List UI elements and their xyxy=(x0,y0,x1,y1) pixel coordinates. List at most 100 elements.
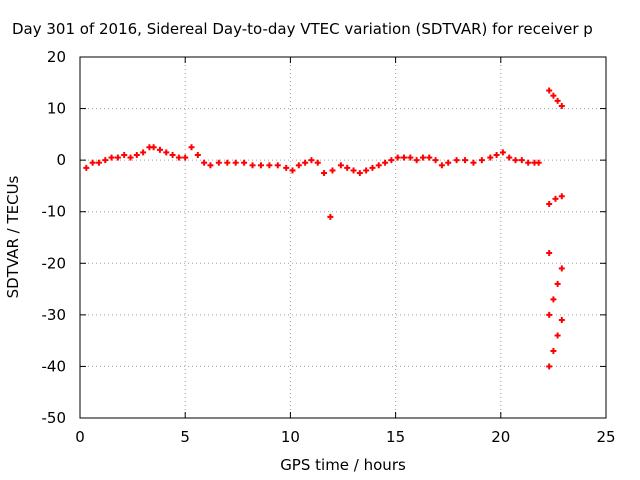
data-point xyxy=(356,170,363,177)
data-point xyxy=(382,159,389,166)
data-point xyxy=(321,170,328,177)
data-point xyxy=(188,144,195,151)
x-tick-label: 20 xyxy=(491,428,510,446)
data-point xyxy=(525,159,532,166)
data-point xyxy=(558,102,565,109)
data-point xyxy=(419,154,426,161)
data-point xyxy=(194,151,201,158)
data-point xyxy=(215,159,222,166)
y-tick-label: 20 xyxy=(47,48,66,66)
data-point xyxy=(518,157,525,164)
y-axis-label: SDTVAR / TECUs xyxy=(4,175,22,298)
data-point xyxy=(512,157,519,164)
data-point xyxy=(445,159,452,166)
chart-title: Day 301 of 2016, Sidereal Day-to-day VTE… xyxy=(12,20,593,38)
data-point xyxy=(550,296,557,303)
data-point xyxy=(114,154,121,161)
y-tick-label: -40 xyxy=(42,357,67,375)
data-point xyxy=(499,149,506,156)
data-point xyxy=(350,167,357,174)
data-point xyxy=(546,87,553,94)
data-point xyxy=(558,265,565,272)
data-point xyxy=(274,162,281,169)
data-point xyxy=(337,162,344,169)
data-point xyxy=(535,159,542,166)
data-point xyxy=(121,151,128,158)
data-point xyxy=(413,157,420,164)
data-point xyxy=(363,167,370,174)
data-point xyxy=(546,200,553,207)
data-point xyxy=(127,154,134,161)
data-point xyxy=(462,157,469,164)
y-tick-label: 0 xyxy=(56,151,66,169)
data-points xyxy=(83,87,565,370)
data-point xyxy=(314,159,321,166)
data-point xyxy=(388,157,395,164)
y-tick-label: 10 xyxy=(47,100,66,118)
y-tick-label: -50 xyxy=(42,409,67,427)
data-point xyxy=(163,149,170,156)
data-point xyxy=(150,144,157,151)
data-point xyxy=(470,159,477,166)
data-point xyxy=(156,146,163,153)
data-point xyxy=(550,92,557,99)
data-point xyxy=(169,151,176,158)
data-point xyxy=(257,162,264,169)
data-point xyxy=(426,154,433,161)
data-point xyxy=(95,159,102,166)
data-point xyxy=(182,154,189,161)
grid xyxy=(80,57,606,418)
data-point xyxy=(407,154,414,161)
plot-border xyxy=(79,56,607,419)
data-point xyxy=(83,164,90,171)
data-point xyxy=(175,154,182,161)
x-tick-label: 15 xyxy=(386,428,405,446)
data-point xyxy=(546,363,553,370)
data-point xyxy=(266,162,273,169)
data-point xyxy=(344,164,351,171)
data-point xyxy=(308,157,315,164)
y-tick-label: -20 xyxy=(42,254,67,272)
data-point xyxy=(327,213,334,220)
data-point xyxy=(140,149,147,156)
x-tick-label: 10 xyxy=(281,428,300,446)
data-point xyxy=(133,151,140,158)
data-point xyxy=(329,167,336,174)
data-point xyxy=(554,332,561,339)
data-point xyxy=(283,164,290,171)
data-point xyxy=(506,154,513,161)
data-point xyxy=(295,162,302,169)
data-point xyxy=(375,162,382,169)
data-point xyxy=(487,154,494,161)
data-point xyxy=(546,311,553,318)
data-point xyxy=(432,157,439,164)
y-tick-label: -30 xyxy=(42,306,67,324)
x-axis-label: GPS time / hours xyxy=(280,456,406,474)
data-point xyxy=(394,154,401,161)
data-point xyxy=(554,97,561,104)
data-point xyxy=(249,162,256,169)
data-point xyxy=(558,193,565,200)
data-point xyxy=(546,249,553,256)
data-point xyxy=(493,151,500,158)
data-point xyxy=(289,167,296,174)
data-point xyxy=(224,159,231,166)
data-point xyxy=(552,195,559,202)
data-point xyxy=(438,162,445,169)
axis-ticks: 0 5 10 15 20 25 20 10 0 -10 -20 -30 -40 -50 xyxy=(42,48,616,446)
data-point xyxy=(232,159,239,166)
data-point xyxy=(401,154,408,161)
data-point xyxy=(207,162,214,169)
data-point xyxy=(550,347,557,354)
y-tick-label: -10 xyxy=(42,203,67,221)
data-point xyxy=(453,157,460,164)
data-point xyxy=(478,157,485,164)
x-tick-label: 25 xyxy=(596,428,615,446)
data-point xyxy=(558,317,565,324)
x-tick-label: 0 xyxy=(75,428,85,446)
data-point xyxy=(369,164,376,171)
x-tick-label: 5 xyxy=(180,428,190,446)
data-point xyxy=(108,154,115,161)
data-point xyxy=(302,159,309,166)
